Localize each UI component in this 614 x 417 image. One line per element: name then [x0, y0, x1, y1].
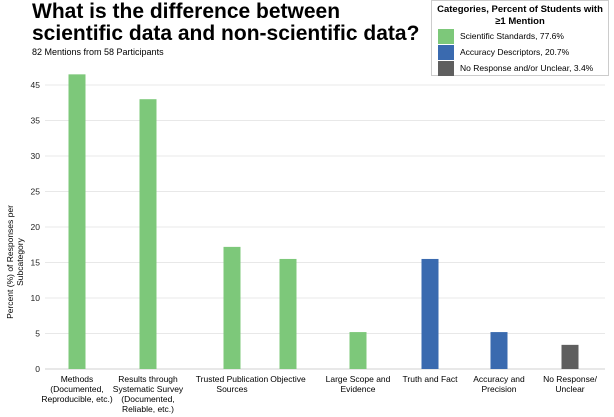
legend-label: No Response and/or Unclear, 3.4%	[460, 63, 594, 73]
y-tick-label: 0	[35, 364, 40, 374]
bar	[279, 258, 297, 369]
x-tick-label: Trusted Publication Sources	[196, 374, 269, 394]
y-tick-label: 5	[35, 329, 40, 339]
y-tick-label: 25	[31, 187, 41, 197]
legend-title: Categories, Percent of Students with ≥1 …	[437, 4, 603, 27]
legend-swatch	[438, 60, 454, 76]
y-tick-label: 20	[31, 222, 41, 232]
y-tick-label: 35	[31, 116, 41, 126]
bar	[223, 246, 241, 369]
y-tick-label: 15	[31, 258, 41, 268]
x-tick-label: Accuracy and Precision	[473, 374, 525, 394]
bar	[139, 99, 157, 369]
legend-item-scientific-standards: Scientific Standards, 77.6%	[438, 28, 608, 44]
x-tick-label: No Response/Unclear	[543, 374, 598, 394]
legend-label: Scientific Standards, 77.6%	[460, 31, 564, 41]
x-tick-label: Results through Systematic Survey (Documen…	[113, 374, 184, 414]
x-tick-label: Large Scope and Evidence	[326, 374, 391, 394]
legend-label: Accuracy Descriptors, 20.7%	[460, 47, 570, 57]
chart-subtitle: 82 Mentions from 58 Participants	[32, 47, 164, 57]
legend-item-no-response: No Response and/or Unclear, 3.4%	[438, 60, 608, 76]
bar	[421, 258, 439, 369]
bar	[68, 74, 86, 369]
legend-swatch	[438, 28, 454, 44]
y-axis-label: Percent (%) of Responses perSubcategory	[5, 205, 25, 319]
chart-title: What is the difference between scientifi…	[32, 0, 420, 45]
x-tick-label: Methods (Documented, Reproducible, etc.)	[41, 374, 113, 404]
legend-swatch	[438, 44, 454, 60]
x-tick-label: Truth and Fact	[403, 374, 459, 384]
legend-item-accuracy-descriptors: Accuracy Descriptors, 20.7%	[438, 44, 608, 60]
y-tick-label: 30	[31, 151, 41, 161]
bar	[349, 332, 367, 369]
x-tick-label: Objective	[270, 374, 306, 384]
y-tick-label: 45	[31, 80, 41, 90]
bar	[490, 332, 508, 369]
bar	[561, 344, 579, 369]
legend: Categories, Percent of Students with ≥1 …	[431, 0, 609, 76]
y-tick-label: 10	[31, 293, 41, 303]
